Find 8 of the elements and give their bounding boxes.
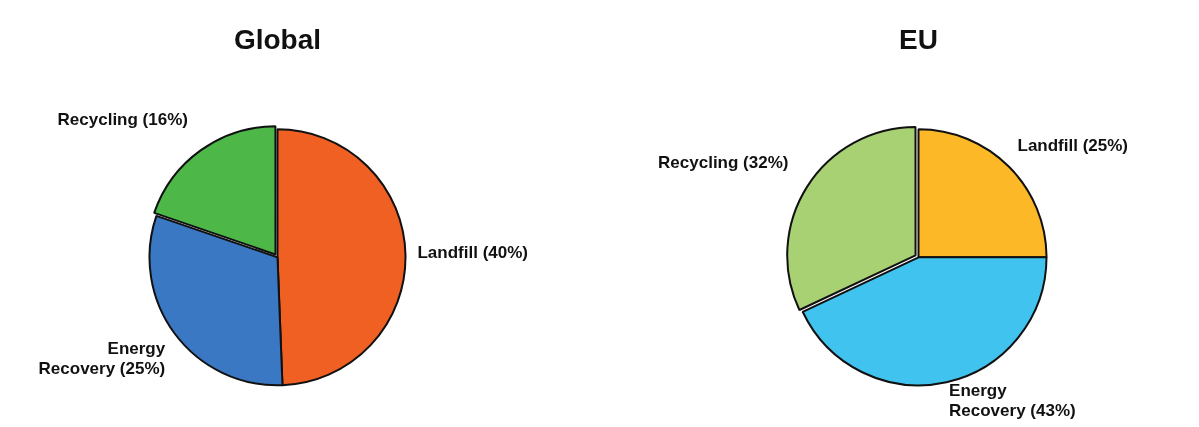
slice-label: Recycling (32%) — [658, 152, 789, 172]
slice-label: Energy Recovery (25%) — [38, 339, 166, 379]
slice-label: Energy Recovery (43%) — [949, 381, 1076, 421]
slice-label: Landfill (40%) — [417, 242, 528, 262]
chart-title: Global — [233, 23, 322, 55]
slice-label: Landfill (25%) — [1017, 136, 1129, 156]
chart-title: EU — [899, 23, 938, 55]
slice-label: Recycling (16%) — [57, 110, 188, 130]
